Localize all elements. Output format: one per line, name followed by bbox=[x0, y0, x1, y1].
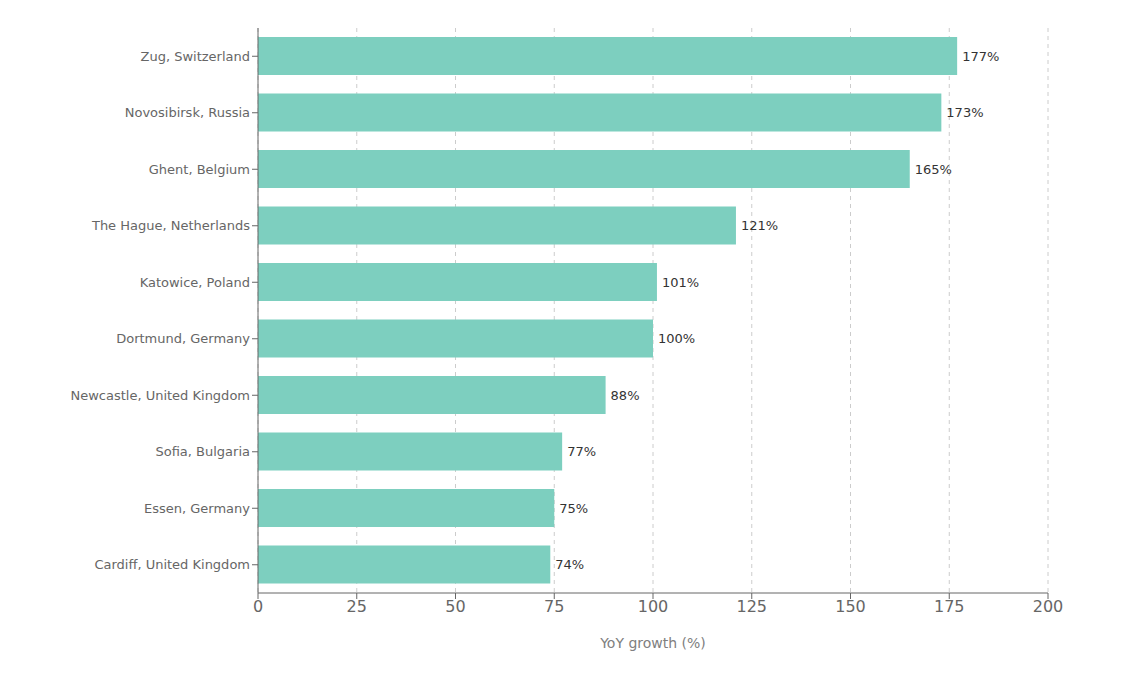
svg-text:25: 25 bbox=[347, 597, 367, 616]
svg-text:Dortmund, Germany: Dortmund, Germany bbox=[116, 331, 250, 346]
svg-text:Zug, Switzerland: Zug, Switzerland bbox=[141, 49, 251, 64]
svg-text:175: 175 bbox=[934, 597, 965, 616]
svg-text:Katowice, Poland: Katowice, Poland bbox=[140, 275, 250, 290]
svg-text:200: 200 bbox=[1033, 597, 1064, 616]
svg-text:125: 125 bbox=[736, 597, 767, 616]
svg-text:121%: 121% bbox=[741, 218, 778, 233]
svg-text:The Hague, Netherlands: The Hague, Netherlands bbox=[91, 218, 250, 233]
svg-text:Cardiff, United Kingdom: Cardiff, United Kingdom bbox=[94, 557, 250, 572]
svg-text:165%: 165% bbox=[915, 162, 952, 177]
svg-text:YoY growth (%): YoY growth (%) bbox=[599, 635, 706, 651]
svg-text:100: 100 bbox=[638, 597, 669, 616]
svg-text:150: 150 bbox=[835, 597, 866, 616]
svg-text:74%: 74% bbox=[555, 557, 584, 572]
svg-text:101%: 101% bbox=[662, 275, 699, 290]
svg-text:Newcastle, United Kingdom: Newcastle, United Kingdom bbox=[70, 388, 250, 403]
svg-text:Sofia, Bulgaria: Sofia, Bulgaria bbox=[155, 444, 250, 459]
svg-text:173%: 173% bbox=[946, 105, 983, 120]
svg-text:Essen, Germany: Essen, Germany bbox=[144, 501, 250, 516]
svg-text:75%: 75% bbox=[559, 501, 588, 516]
svg-text:177%: 177% bbox=[962, 49, 999, 64]
svg-text:77%: 77% bbox=[567, 444, 596, 459]
svg-text:50: 50 bbox=[445, 597, 465, 616]
svg-text:Ghent, Belgium: Ghent, Belgium bbox=[149, 162, 250, 177]
svg-text:0: 0 bbox=[253, 597, 263, 616]
svg-text:75: 75 bbox=[544, 597, 564, 616]
svg-text:88%: 88% bbox=[611, 388, 640, 403]
svg-text:Novosibirsk, Russia: Novosibirsk, Russia bbox=[125, 105, 250, 120]
svg-text:100%: 100% bbox=[658, 331, 695, 346]
